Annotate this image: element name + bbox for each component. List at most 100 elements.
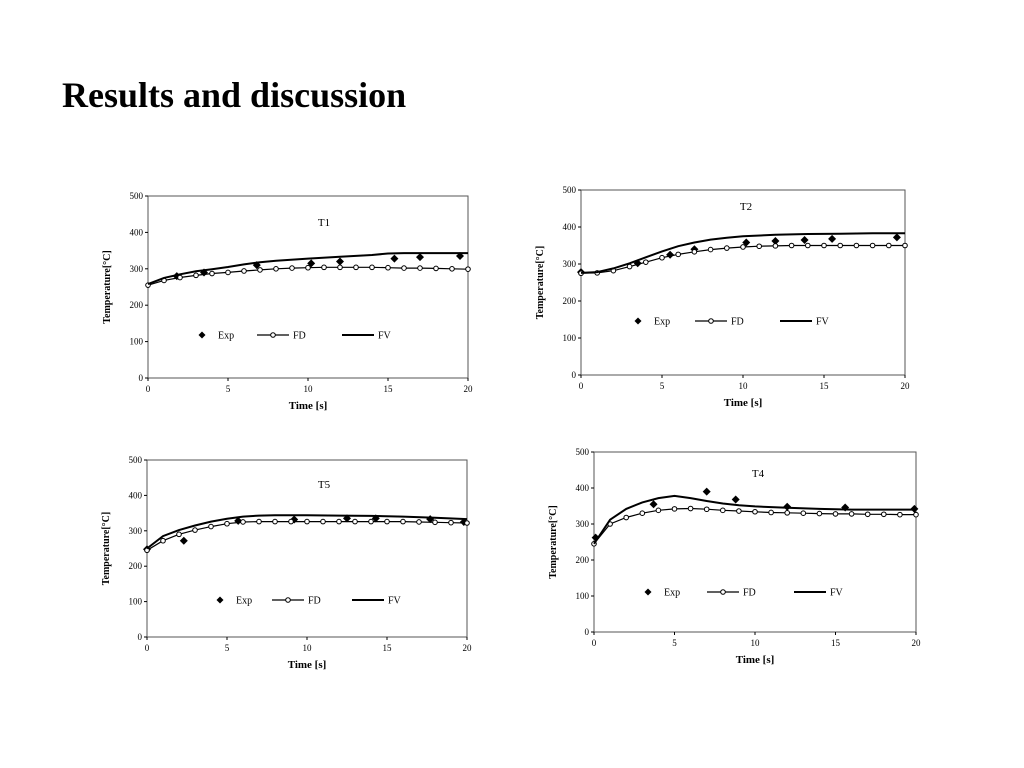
data-point	[837, 242, 844, 249]
x-tick-label: 0	[146, 384, 151, 394]
data-point	[853, 242, 860, 249]
data-point	[465, 266, 471, 272]
slide-title: Results and discussion	[62, 75, 407, 115]
data-point	[800, 510, 807, 516]
chart-title: T4	[752, 468, 765, 480]
data-point	[177, 274, 183, 281]
data-point	[384, 518, 390, 525]
chart-t4: 0 100 200 300 400 500 0 5 10 15 20 Time [s] Temperat…	[536, 442, 936, 680]
x-tick-label: 10	[304, 384, 314, 394]
data-point	[864, 511, 871, 518]
legend-item-exp: Exp	[634, 317, 670, 328]
data-point	[352, 518, 358, 525]
data-point	[209, 270, 215, 277]
legend-swatch-marker	[270, 332, 276, 338]
legend-swatch-marker	[720, 589, 726, 595]
data-point	[742, 238, 751, 247]
legend-item-fd: FD	[272, 596, 321, 607]
legend-label: FD	[293, 331, 306, 342]
x-tick-label: 15	[383, 643, 393, 653]
data-point	[805, 242, 811, 249]
y-axis-label: Temperature[°C]	[101, 512, 112, 585]
data-point	[752, 508, 758, 515]
data-point	[432, 519, 438, 526]
y-tick-label: 0	[585, 627, 590, 637]
data-point	[731, 495, 740, 504]
y-axis-label: Temperature[°C]	[535, 246, 546, 319]
data-point	[740, 244, 746, 250]
y-tick-label: 0	[572, 370, 577, 380]
x-tick-label: 10	[751, 638, 761, 648]
data-point	[160, 537, 166, 544]
data-point	[353, 264, 359, 271]
series-fd	[591, 505, 919, 547]
data-point	[144, 547, 150, 554]
data-point	[724, 245, 730, 251]
data-point	[241, 268, 247, 274]
x-tick-label: 10	[303, 643, 313, 653]
x-axis-label: Time [s]	[289, 400, 328, 412]
legend-swatch	[216, 596, 224, 604]
data-point	[821, 242, 827, 249]
legend-item-fd: FD	[707, 588, 756, 599]
x-axis-label: Time [s]	[724, 397, 763, 409]
data-point	[448, 519, 454, 526]
legend-label: Exp	[236, 596, 252, 607]
legend-label: FV	[816, 317, 830, 328]
chart-svg: 0 100 200 300 400 500 0 5 10 15 20 Time [s] Temperat…	[548, 447, 922, 666]
x-tick-label: 5	[226, 384, 231, 394]
legend-item-exp: Exp	[216, 596, 252, 607]
data-point	[772, 243, 779, 249]
data-point	[179, 536, 188, 545]
data-point	[321, 264, 327, 271]
data-point	[240, 519, 246, 525]
data-point	[464, 520, 470, 526]
data-point	[816, 510, 823, 517]
legend-swatch-marker	[285, 597, 291, 603]
chart-t1: 0 100 200 300 400 500 0 5 10 15 20 Time [s] Temperat…	[96, 186, 486, 422]
data-point	[788, 242, 795, 249]
x-tick-label: 0	[579, 381, 584, 391]
data-point	[225, 269, 231, 276]
data-point	[771, 237, 780, 246]
y-tick-label: 100	[129, 597, 143, 607]
legend-swatch	[198, 331, 206, 339]
data-point	[626, 263, 633, 270]
data-point	[768, 509, 774, 516]
legend-label: FD	[308, 596, 321, 607]
data-point	[897, 511, 903, 518]
y-tick-label: 400	[563, 222, 577, 232]
series-fv	[580, 232, 905, 274]
series-fv	[593, 494, 916, 545]
chart-title: T1	[318, 217, 330, 229]
legend-swatch	[644, 588, 652, 596]
x-tick-label: 5	[660, 381, 665, 391]
x-axis-label: Time [s]	[736, 654, 775, 666]
plot-frame	[147, 195, 469, 379]
data-point	[666, 250, 675, 259]
legend-item-fv: FV	[352, 596, 402, 607]
x-tick-label: 20	[464, 384, 474, 394]
data-point	[886, 242, 892, 249]
chart-title: T2	[740, 201, 752, 213]
data-point	[426, 515, 435, 524]
data-point	[272, 518, 278, 525]
x-tick-label: 20	[463, 643, 473, 653]
x-tick-label: 15	[820, 381, 830, 391]
y-tick-label: 200	[129, 561, 143, 571]
data-point	[703, 506, 710, 513]
data-point	[368, 518, 374, 525]
data-point	[417, 265, 423, 271]
legend-label: FV	[378, 331, 392, 342]
y-tick-label: 100	[563, 333, 577, 343]
data-point	[643, 259, 649, 265]
y-tick-label: 100	[576, 591, 590, 601]
x-tick-label: 15	[384, 384, 394, 394]
x-axis-label: Time [s]	[288, 659, 327, 671]
y-tick-label: 0	[139, 373, 144, 383]
data-point	[320, 518, 326, 525]
x-tick-label: 0	[592, 638, 597, 648]
data-point	[707, 246, 714, 253]
x-tick-label: 20	[912, 638, 922, 648]
data-point	[390, 254, 399, 263]
